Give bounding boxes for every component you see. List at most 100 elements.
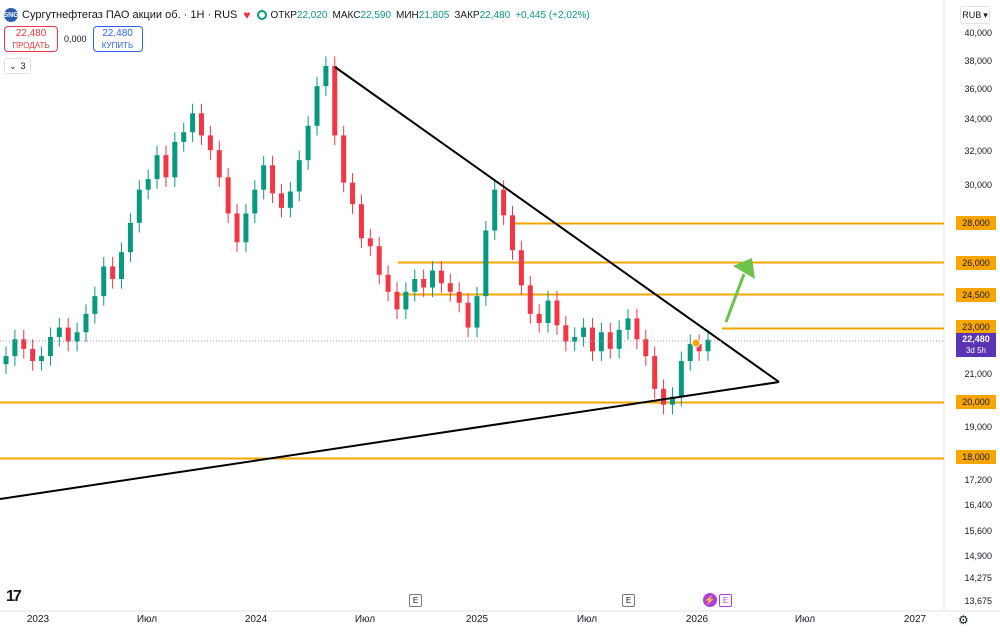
candle <box>465 293 471 338</box>
candle-body <box>296 160 302 192</box>
candle <box>216 140 222 188</box>
level-label-18000: 18,000 <box>956 450 996 464</box>
candle-body <box>581 327 587 337</box>
candle-body <box>625 318 631 330</box>
candle-body <box>510 215 516 251</box>
candle <box>412 269 418 302</box>
candle-body <box>430 270 436 288</box>
sell-button[interactable]: 22,480 ПРОДАТЬ <box>4 26 58 52</box>
buy-button[interactable]: 22,480 КУПИТЬ <box>92 26 143 52</box>
candle-body <box>287 191 293 208</box>
candle-body <box>145 179 151 190</box>
candle <box>430 261 436 298</box>
open-label: ОТКР <box>270 9 297 21</box>
candle-body <box>545 300 551 323</box>
candle <box>270 155 276 203</box>
price-tick: 19,000 <box>964 422 992 432</box>
candle <box>572 327 578 352</box>
trendlines[interactable] <box>0 66 780 500</box>
candle <box>92 286 98 324</box>
candle <box>12 329 18 366</box>
candle <box>341 125 347 193</box>
time-tick: Июл <box>354 614 376 625</box>
candle-body <box>385 274 391 292</box>
price-tick: 16,400 <box>964 500 992 510</box>
alert-marker-icon[interactable] <box>691 338 701 348</box>
last-price-label: 22,480 3d 5h <box>956 333 996 357</box>
company-logo-icon: SNG <box>3 8 19 22</box>
candle-body <box>652 356 658 389</box>
earnings-event-icon[interactable]: E <box>409 594 422 607</box>
time-tick: 2027 <box>903 614 927 625</box>
candle <box>243 203 249 252</box>
indicators-toggle-button[interactable]: ⌄ 3 <box>4 58 31 74</box>
candle <box>74 322 80 352</box>
candle-body <box>21 339 27 349</box>
candle-body <box>101 266 107 297</box>
buy-price: 22,480 <box>102 28 133 39</box>
candle-body <box>332 65 338 136</box>
candle-body <box>616 329 622 349</box>
candle-body <box>3 356 9 365</box>
candle <box>358 194 364 248</box>
candle-body <box>554 300 560 326</box>
candle <box>110 256 116 289</box>
time-tick: Июл <box>576 614 598 625</box>
candle <box>678 351 684 407</box>
price-tick: 14,900 <box>964 551 992 561</box>
tradingview-logo[interactable]: 17 <box>6 588 22 605</box>
price-tick: 32,000 <box>964 146 992 156</box>
candle-body <box>474 296 480 328</box>
lightning-event-icon[interactable]: ⚡ <box>703 593 717 607</box>
heart-icon[interactable]: ♥ <box>243 8 251 22</box>
candle <box>350 173 356 214</box>
candle <box>278 183 284 218</box>
price-tick: 34,000 <box>964 114 992 124</box>
price-tick: 15,600 <box>964 526 992 536</box>
high-label: МАКС <box>332 9 361 21</box>
candle <box>296 150 302 202</box>
gear-icon[interactable]: ⚙ <box>958 613 969 627</box>
descending-trendline[interactable] <box>334 66 780 383</box>
candle <box>705 330 711 361</box>
candle <box>474 286 480 338</box>
symbol-title[interactable]: Сургутнефтегаз ПАО акции об. · 1Н · RUS <box>22 9 238 21</box>
low-label: МИН <box>396 9 419 21</box>
candle-body <box>12 339 18 357</box>
candle-body <box>572 336 578 342</box>
level-label-28000: 28,000 <box>956 216 996 230</box>
earnings-event-icon[interactable]: E <box>622 594 635 607</box>
candle-body <box>305 125 311 161</box>
candle <box>438 261 444 293</box>
candle-body <box>172 141 178 178</box>
candle <box>47 327 53 366</box>
bullish-arrow[interactable] <box>724 258 755 323</box>
candle <box>234 203 240 252</box>
horizontal-levels[interactable] <box>0 222 944 460</box>
candle <box>661 379 667 415</box>
high-value: 22,590 <box>360 9 392 21</box>
candle <box>598 322 604 361</box>
candle <box>394 282 400 320</box>
candle-body <box>119 252 125 279</box>
currency-selector[interactable]: RUB ▾ <box>960 6 990 24</box>
time-tick: 2023 <box>26 614 50 625</box>
candle <box>447 273 453 302</box>
candle <box>492 180 498 241</box>
level-label-20000: 20,000 <box>956 395 996 409</box>
candle-body <box>314 86 320 126</box>
candle-body <box>198 113 204 136</box>
candle <box>536 304 542 333</box>
candle <box>207 125 213 160</box>
earnings-event-icon[interactable]: E <box>719 594 732 607</box>
candle-body <box>536 313 542 323</box>
candle <box>510 205 516 260</box>
candle <box>261 155 267 200</box>
candle-body <box>527 285 533 314</box>
last-price-value: 22,480 <box>962 334 990 344</box>
candle-body <box>323 65 329 87</box>
ascending-trendline[interactable] <box>0 381 780 500</box>
candle-body <box>421 278 427 288</box>
trade-panel: 22,480 ПРОДАТЬ 0,000 22,480 КУПИТЬ <box>4 26 143 52</box>
